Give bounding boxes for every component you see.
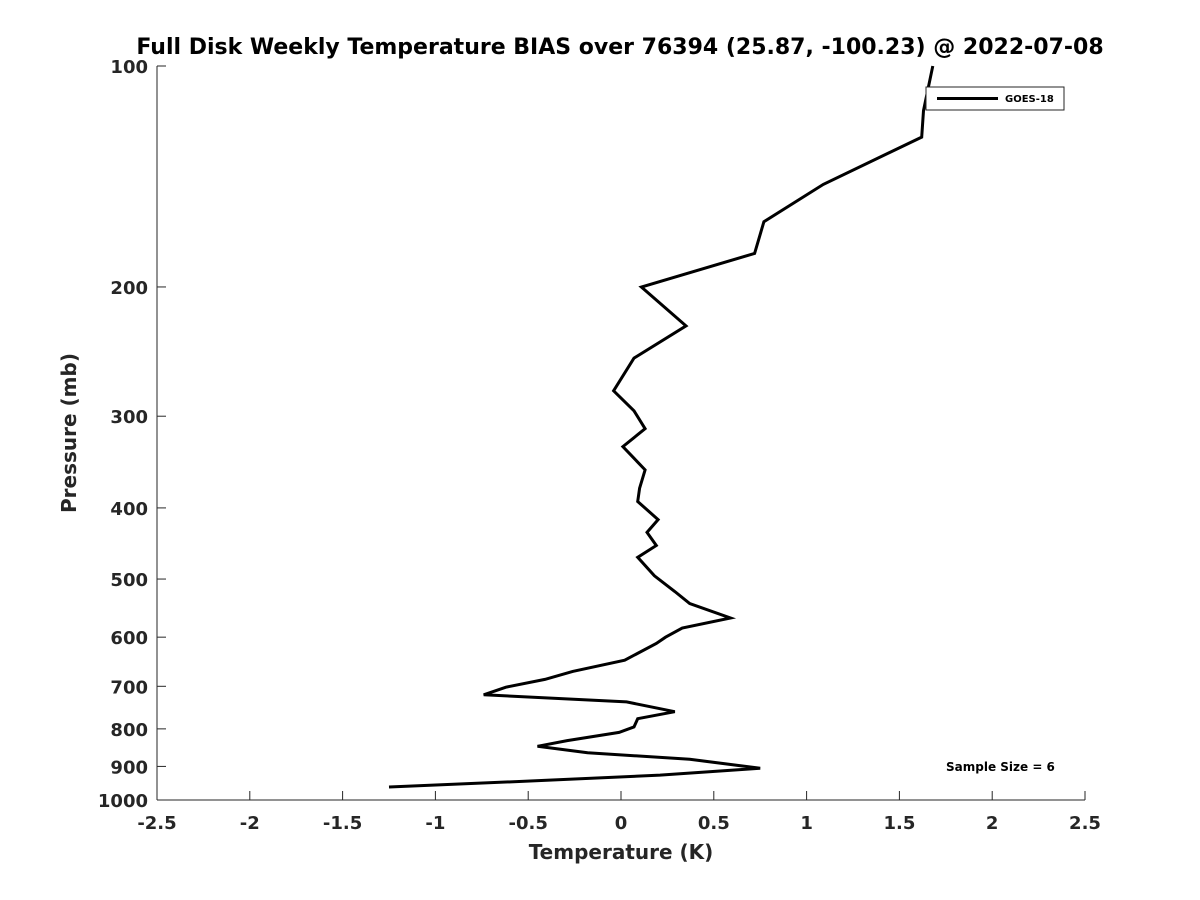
legend-label-goes-18: GOES-18 xyxy=(1005,94,1054,105)
x-tick-label: 1.5 xyxy=(883,813,915,834)
x-axis-ticks: -2.5 -2 -1.5 -1 -0.5 0 0.5 1 1.5 2 2.5 xyxy=(137,791,1101,834)
x-tick-label: 1 xyxy=(800,813,813,834)
x-tick-label: -0.5 xyxy=(509,813,548,834)
legend: GOES-18 xyxy=(925,86,1065,111)
y-tick-label: 400 xyxy=(110,499,148,520)
y-tick-label: 600 xyxy=(110,628,148,649)
x-tick-label: 2 xyxy=(986,813,999,834)
y-tick-label: 1000 xyxy=(98,791,148,812)
y-axis-ticks: 100 200 300 400 500 600 700 800 900 1000 xyxy=(98,57,166,812)
y-tick-label: 300 xyxy=(110,407,148,428)
y-tick-label: 100 xyxy=(110,57,148,78)
y-tick-label: 200 xyxy=(110,278,148,299)
x-tick-label: -1 xyxy=(425,813,445,834)
chart-title: Full Disk Weekly Temperature BIAS over 7… xyxy=(136,35,1103,60)
x-tick-label: -2.5 xyxy=(137,813,176,834)
x-tick-label: -1.5 xyxy=(323,813,362,834)
y-tick-label: 500 xyxy=(110,570,148,591)
y-tick-label: 900 xyxy=(110,757,148,778)
series-line-goes-18 xyxy=(388,65,935,789)
x-tick-label: 0 xyxy=(615,813,628,834)
y-axis-label: Pressure (mb) xyxy=(57,353,81,513)
x-tick-label: -2 xyxy=(240,813,260,834)
plot-area xyxy=(157,66,1085,800)
y-tick-label: 800 xyxy=(110,720,148,741)
y-tick-label: 700 xyxy=(110,677,148,698)
x-tick-label: 0.5 xyxy=(698,813,730,834)
x-axis-label: Temperature (K) xyxy=(529,840,714,864)
sample-size-annotation: Sample Size = 6 xyxy=(946,760,1055,774)
x-tick-label: 2.5 xyxy=(1069,813,1101,834)
